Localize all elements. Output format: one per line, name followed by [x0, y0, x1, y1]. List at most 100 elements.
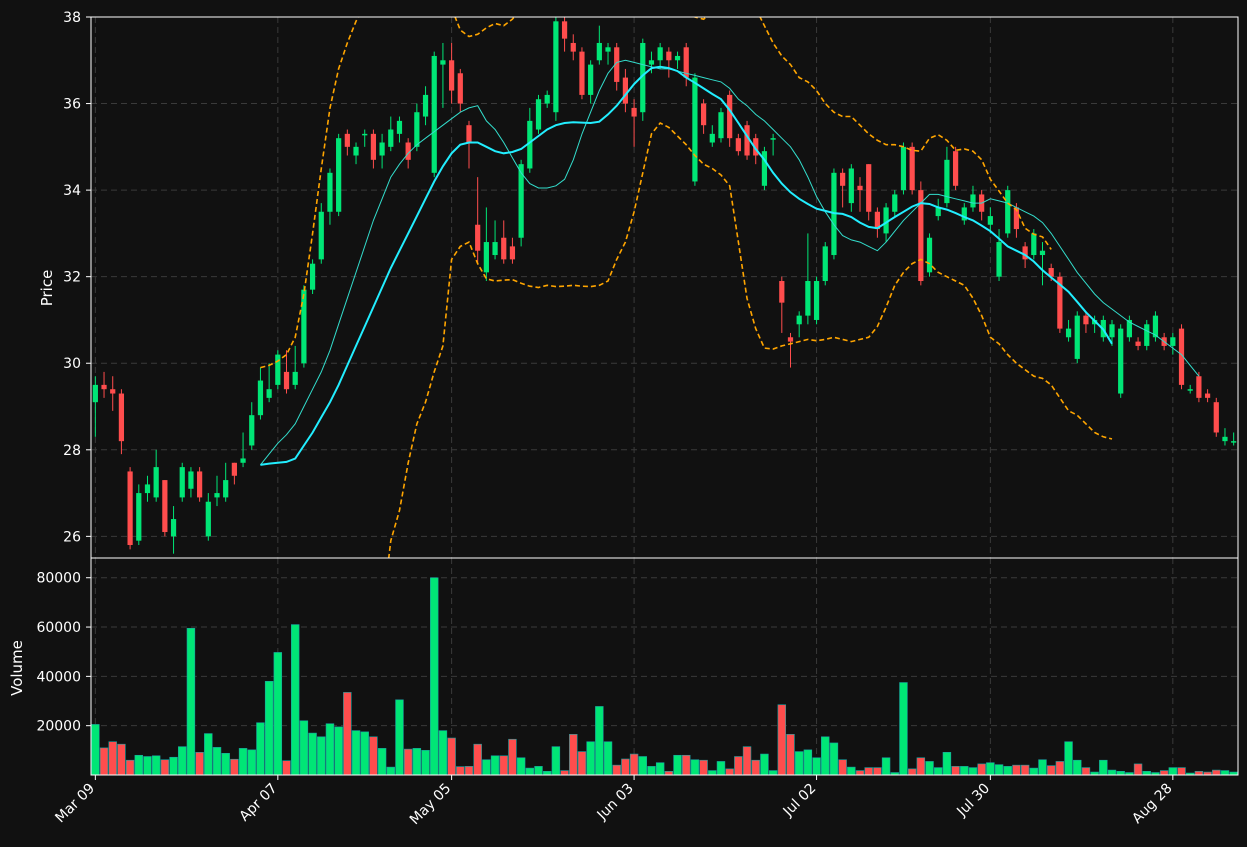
- candle-body: [179, 467, 185, 498]
- candle-body: [553, 21, 559, 113]
- candle-body: [327, 172, 333, 212]
- volume-bar: [143, 756, 152, 776]
- candle-body: [162, 480, 168, 533]
- volume-bar: [108, 741, 117, 776]
- volume-bar: [204, 733, 213, 776]
- candle-body: [700, 103, 707, 126]
- candle-body: [561, 21, 568, 39]
- volume-bar: [1038, 759, 1047, 776]
- volume-bar: [299, 720, 309, 776]
- volume-bar: [577, 751, 587, 776]
- candle-body: [127, 471, 133, 546]
- candle-body: [944, 159, 950, 204]
- volume-bar: [742, 746, 752, 776]
- candle-body: [223, 480, 229, 498]
- candle-body: [231, 462, 237, 476]
- volume-bar: [1099, 759, 1108, 776]
- candle-body: [848, 168, 854, 204]
- sma-fast-line: [260, 59, 1200, 466]
- candle-body: [1178, 328, 1185, 385]
- candle-body: [1222, 436, 1228, 442]
- volume-bar: [1046, 765, 1056, 776]
- volume-bar: [647, 766, 656, 776]
- candle-body: [449, 60, 455, 91]
- overlay-lines: [260, 17, 1200, 558]
- candle-body: [379, 142, 385, 156]
- candle-body: [431, 55, 437, 173]
- candle-body: [596, 42, 602, 61]
- volume-bar: [125, 759, 135, 776]
- volume-bar: [1142, 771, 1151, 776]
- candle-body: [292, 371, 298, 385]
- volume-bar: [195, 752, 204, 776]
- volume-bar: [360, 731, 369, 776]
- candle-body: [657, 47, 663, 61]
- candle-body: [396, 120, 403, 134]
- candle-body: [1213, 402, 1219, 433]
- volume-bar: [1073, 759, 1082, 776]
- candle-body: [727, 94, 733, 139]
- volume-bar: [482, 759, 491, 776]
- candle-body: [1057, 276, 1063, 329]
- candle-body: [92, 384, 98, 403]
- volume-bar: [1212, 769, 1221, 776]
- volume-bar: [586, 741, 595, 776]
- volume-bar: [916, 757, 926, 776]
- volume-bar: [777, 704, 787, 776]
- volume-bar: [212, 747, 222, 776]
- volume-bar: [386, 766, 395, 776]
- candle-body: [1039, 250, 1046, 256]
- price-tick-label: 28: [63, 443, 81, 459]
- volume-bar: [760, 753, 769, 776]
- volume-bar: [238, 748, 248, 776]
- candle-body: [744, 125, 750, 156]
- candle-body: [153, 467, 159, 498]
- volume-bar: [1012, 764, 1021, 776]
- volume-bar: [256, 722, 265, 776]
- candle-body: [422, 94, 429, 117]
- candle-body: [136, 493, 142, 541]
- sma-slow-line: [260, 65, 1113, 466]
- volume-bar: [673, 754, 682, 776]
- candle-body: [240, 458, 246, 463]
- volume-bar: [221, 752, 230, 776]
- volume-bar: [629, 753, 639, 776]
- volume-bar: [473, 743, 482, 776]
- candle-body: [787, 337, 794, 342]
- candle-body: [622, 77, 629, 104]
- candle-body: [197, 471, 203, 498]
- candle-body: [631, 107, 637, 117]
- candle-body: [388, 129, 394, 147]
- volume-tick-label: 60000: [36, 620, 81, 636]
- candle-body: [892, 194, 898, 212]
- volume-bar: [925, 761, 934, 776]
- volume-bar: [151, 755, 161, 776]
- volume-bar: [655, 762, 665, 776]
- candle-body: [570, 42, 576, 52]
- volume-bar: [881, 757, 891, 776]
- volume-bar: [864, 767, 873, 776]
- volume-bar: [560, 770, 569, 776]
- candle-body: [318, 211, 324, 260]
- price-candles: [92, 17, 1237, 554]
- volume-bar: [812, 757, 821, 776]
- volume-bar: [508, 738, 517, 776]
- volume-bar: [377, 748, 387, 776]
- candle-body: [674, 55, 681, 61]
- candle-body: [283, 371, 290, 390]
- volume-bar: [595, 706, 604, 776]
- volume-bar: [395, 699, 404, 776]
- volume-bar: [290, 624, 300, 776]
- volume-tick-label: 20000: [36, 719, 81, 735]
- candle-body: [926, 237, 933, 273]
- candle-body: [266, 389, 272, 398]
- candle-body: [336, 138, 342, 212]
- volume-bar: [725, 768, 734, 776]
- volume-bar: [317, 736, 326, 776]
- candle-body: [840, 172, 846, 186]
- candle-body: [918, 190, 924, 282]
- volume-bar: [308, 732, 317, 776]
- volume-bar: [542, 771, 552, 776]
- candle-body: [866, 164, 872, 212]
- volume-bar: [960, 766, 969, 776]
